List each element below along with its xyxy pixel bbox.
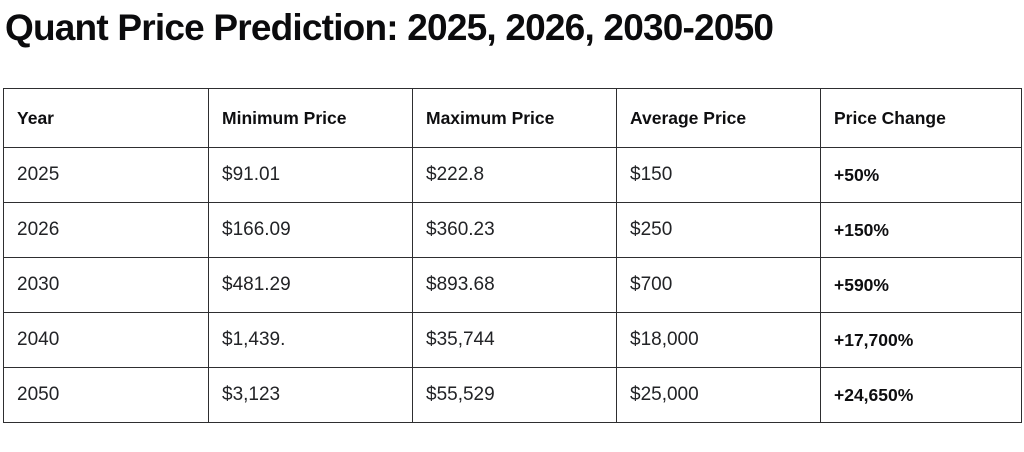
- price-change-cell: +24,650%: [820, 367, 1022, 423]
- column-header-change: Price Change: [820, 88, 1022, 148]
- column-header-year: Year: [3, 88, 209, 148]
- avg-price-cell: $700: [616, 257, 821, 313]
- price-change-cell: +590%: [820, 257, 1022, 313]
- min-price-cell: $166.09: [208, 202, 413, 258]
- year-cell: 2050: [3, 367, 209, 423]
- avg-price-cell: $25,000: [616, 367, 821, 423]
- price-change-cell: +50%: [820, 147, 1022, 203]
- min-price-cell: $3,123: [208, 367, 413, 423]
- column-header-average: Average Price: [616, 88, 821, 148]
- max-price-cell: $35,744: [412, 312, 617, 368]
- column-header-maximum: Maximum Price: [412, 88, 617, 148]
- max-price-cell: $893.68: [412, 257, 617, 313]
- column-header-minimum: Minimum Price: [208, 88, 413, 148]
- min-price-cell: $481.29: [208, 257, 413, 313]
- table-row: 2050 $3,123 $55,529 $25,000 +24,650%: [3, 367, 1022, 423]
- table-row: 2040 $1,439. $35,744 $18,000 +17,700%: [3, 312, 1022, 368]
- avg-price-cell: $18,000: [616, 312, 821, 368]
- table-row: 2030 $481.29 $893.68 $700 +590%: [3, 257, 1022, 313]
- table-row: 2025 $91.01 $222.8 $150 +50%: [3, 147, 1022, 203]
- min-price-cell: $1,439.: [208, 312, 413, 368]
- avg-price-cell: $250: [616, 202, 821, 258]
- year-cell: 2025: [3, 147, 209, 203]
- table-row: 2026 $166.09 $360.23 $250 +150%: [3, 202, 1022, 258]
- price-change-cell: +17,700%: [820, 312, 1022, 368]
- year-cell: 2030: [3, 257, 209, 313]
- year-cell: 2026: [3, 202, 209, 258]
- max-price-cell: $360.23: [412, 202, 617, 258]
- year-cell: 2040: [3, 312, 209, 368]
- min-price-cell: $91.01: [208, 147, 413, 203]
- max-price-cell: $222.8: [412, 147, 617, 203]
- price-prediction-table: Year Minimum Price Maximum Price Average…: [3, 88, 1022, 423]
- avg-price-cell: $150: [616, 147, 821, 203]
- table-header-row: Year Minimum Price Maximum Price Average…: [3, 88, 1022, 148]
- price-change-cell: +150%: [820, 202, 1022, 258]
- page-title: Quant Price Prediction: 2025, 2026, 2030…: [5, 7, 774, 48]
- max-price-cell: $55,529: [412, 367, 617, 423]
